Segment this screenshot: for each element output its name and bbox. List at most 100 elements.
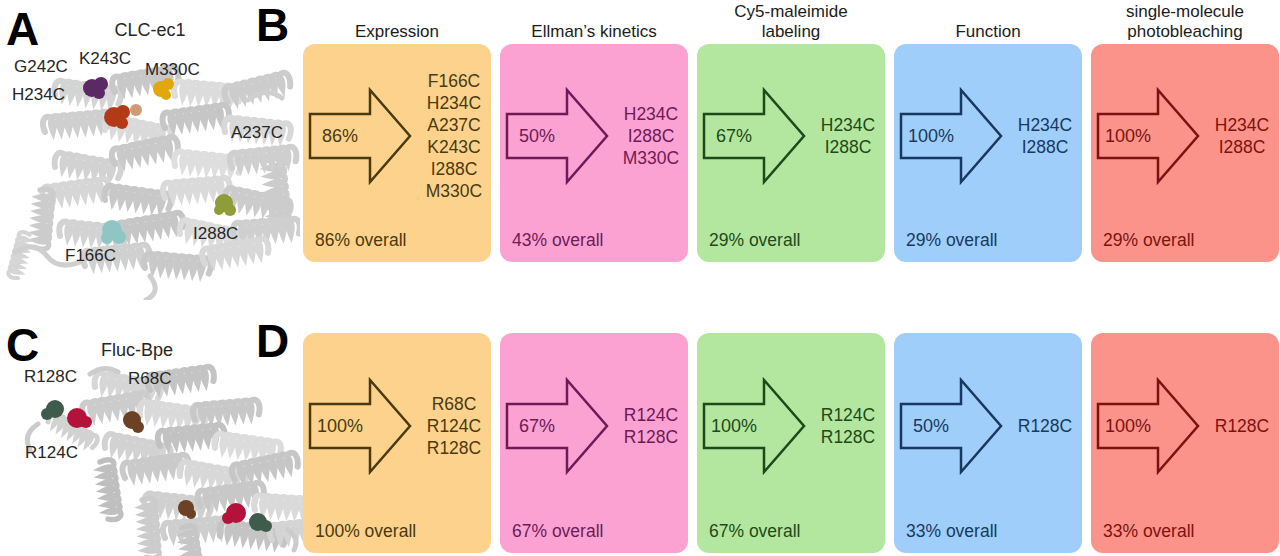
pass-rate: 50% (902, 416, 960, 437)
pass-arrow: 67% (701, 87, 807, 185)
candidate-list: R124C R128C (618, 404, 684, 448)
header-line: Expression (355, 22, 439, 42)
candidate-list: R68C R124C R128C (421, 393, 487, 459)
candidate-list: R124C R128C (815, 404, 881, 448)
header-line: Ellman’s kinetics (531, 22, 656, 42)
pass-arrow: 100% (307, 377, 413, 475)
label-m330c: M330C (145, 60, 200, 80)
pass-rate: 100% (902, 126, 960, 147)
pass-arrow: 100% (1095, 377, 1201, 475)
pass-arrow: 100% (898, 87, 1004, 185)
panel-d-letter: D (256, 318, 289, 364)
pass-rate: 100% (1099, 126, 1157, 147)
stage-header-photobleaching: single-molecule photobleaching (1091, 0, 1279, 42)
clc-function-box: 100% H234C I288C 29% overall (894, 44, 1082, 262)
figure-root: A CLC-ec1 (0, 0, 1280, 556)
label-r68c: R68C (128, 369, 171, 389)
panel-a-title: CLC-ec1 (70, 20, 230, 41)
candidate-list: H234C I288C (815, 114, 881, 158)
candidate: R124C (821, 404, 875, 426)
label-f166c: F166C (65, 246, 116, 266)
candidate-list: F166C H234C A237C K243C I288C M330C (421, 70, 487, 202)
candidate-list: H234C I288C M330C (618, 103, 684, 169)
candidate: I288C (1022, 136, 1069, 158)
pass-arrow: 86% (307, 87, 413, 185)
fluc-photobleaching-box: 100% R128C 33% overall (1091, 333, 1279, 553)
overall-rate: 29% overall (1103, 230, 1194, 251)
candidate: M330C (426, 180, 482, 202)
stage-header-ellmans: Ellman’s kinetics (500, 0, 688, 42)
stage-header-cy5-labeling: Cy5-maleimide labeling (697, 0, 885, 42)
header-line: Function (955, 22, 1020, 42)
pass-rate: 100% (1099, 416, 1157, 437)
candidate: F166C (428, 70, 481, 92)
clc-photobleaching-box: 100% H234C I288C 29% overall (1091, 44, 1279, 262)
fluc-expression-box: 100% R68C R124C R128C 100% overall (303, 333, 491, 553)
pipeline-headers: Expression Ellman’s kinetics Cy5-maleimi… (303, 0, 1279, 42)
candidate: R128C (821, 426, 875, 448)
pass-arrow: 50% (504, 87, 610, 185)
candidate-list: R128C (1012, 415, 1078, 437)
header-line: Cy5-maleimide (734, 2, 847, 22)
pass-arrow: 100% (701, 377, 807, 475)
pass-rate: 67% (705, 126, 763, 147)
header-line: labeling (762, 22, 821, 42)
candidate: R128C (1215, 415, 1269, 437)
clc-ellmans-box: 50% H234C I288C M330C 43% overall (500, 44, 688, 262)
candidate: R68C (432, 393, 477, 415)
overall-rate: 67% overall (709, 521, 800, 542)
label-r124c: R124C (25, 443, 78, 463)
fluc-function-box: 50% R128C 33% overall (894, 333, 1082, 553)
pass-arrow: 50% (898, 377, 1004, 475)
label-i288c: I288C (193, 224, 238, 244)
candidate: R128C (1018, 415, 1072, 437)
pass-arrow: 100% (1095, 87, 1201, 185)
overall-rate: 43% overall (512, 230, 603, 251)
overall-rate: 29% overall (709, 230, 800, 251)
pass-rate: 67% (508, 416, 566, 437)
candidate: I288C (431, 158, 478, 180)
label-g242c: G242C (14, 57, 68, 77)
label-r128c: R128C (24, 367, 77, 387)
candidate: R124C (427, 415, 481, 437)
candidate: R124C (624, 404, 678, 426)
pass-rate: 100% (311, 416, 369, 437)
pass-rate: 50% (508, 126, 566, 147)
label-a237c: A237C (231, 123, 283, 143)
pass-rate: 86% (311, 126, 369, 147)
clc-expression-box: 86% F166C H234C A237C K243C I288C M330C … (303, 44, 491, 262)
header-line: single-molecule (1126, 2, 1244, 22)
candidate: K243C (427, 136, 481, 158)
label-h234c: H234C (12, 85, 65, 105)
overall-rate: 33% overall (1103, 521, 1194, 542)
stage-header-expression: Expression (303, 0, 491, 42)
marker-a237c (130, 104, 142, 116)
pass-arrow: 67% (504, 377, 610, 475)
fluc-pipeline-row: 100% R68C R124C R128C 100% overall 67% R… (303, 333, 1279, 553)
overall-rate: 67% overall (512, 521, 603, 542)
candidate: R128C (427, 437, 481, 459)
panel-b-letter: B (256, 2, 289, 48)
header-line: photobleaching (1127, 22, 1242, 42)
candidate-list: H234C I288C (1209, 114, 1275, 158)
candidate: I288C (1219, 136, 1266, 158)
candidate: H234C (1215, 114, 1269, 136)
clc-pipeline-row: 86% F166C H234C A237C K243C I288C M330C … (303, 44, 1279, 262)
candidate: H234C (1018, 114, 1072, 136)
candidate: I288C (628, 125, 675, 147)
candidate: A237C (427, 114, 481, 136)
label-k243c: K243C (79, 49, 131, 69)
fluc-ellmans-box: 67% R124C R128C 67% overall (500, 333, 688, 553)
fluc-cy5-labeling-box: 100% R124C R128C 67% overall (697, 333, 885, 553)
overall-rate: 100% overall (315, 521, 416, 542)
candidate: M330C (623, 147, 679, 169)
overall-rate: 33% overall (906, 521, 997, 542)
candidate-list: H234C I288C (1012, 114, 1078, 158)
candidate: H234C (624, 103, 678, 125)
candidate: H234C (821, 114, 875, 136)
overall-rate: 86% overall (315, 230, 406, 251)
clc-cy5-labeling-box: 67% H234C I288C 29% overall (697, 44, 885, 262)
candidate: H234C (427, 92, 481, 114)
pass-rate: 100% (705, 416, 763, 437)
overall-rate: 29% overall (906, 230, 997, 251)
